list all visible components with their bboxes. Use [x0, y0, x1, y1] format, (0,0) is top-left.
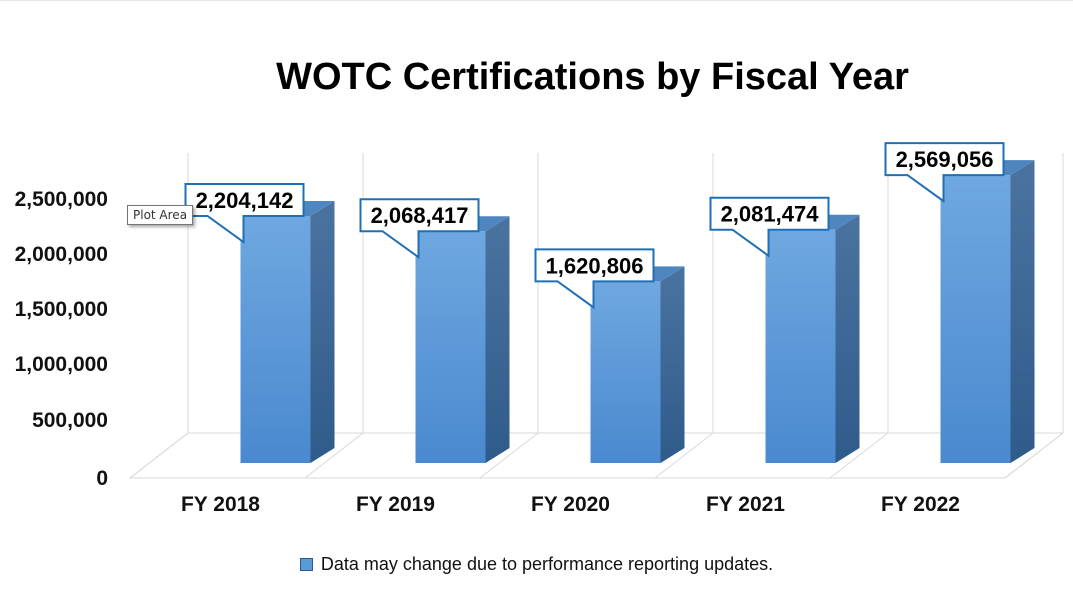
data-label-3: 1,620,806 — [546, 253, 644, 278]
data-label-5: 2,569,056 — [896, 147, 994, 172]
bar-side-5 — [1010, 160, 1035, 463]
floor-divider — [829, 432, 889, 479]
data-label-callout-3 — [534, 248, 655, 310]
bar-4[interactable] — [765, 229, 836, 463]
floor-divider — [479, 432, 539, 479]
bar-side-3 — [660, 266, 685, 463]
chart-title: WOTC Certifications by Fiscal Year — [276, 56, 909, 98]
x-tick-label: FY 2019 — [356, 493, 435, 516]
y-tick-label: 1,500,000 — [15, 298, 108, 321]
floor-divider — [654, 432, 714, 479]
bar-2[interactable] — [415, 231, 486, 463]
data-label-callout-5 — [884, 142, 1005, 204]
bar-side-4 — [835, 214, 860, 463]
y-tick-label: 1,000,000 — [15, 353, 108, 376]
x-tick-label: FY 2022 — [881, 493, 960, 516]
bar-side-1 — [310, 201, 335, 463]
bar-3[interactable] — [590, 281, 661, 463]
data-label-2: 2,068,417 — [371, 203, 469, 228]
floor-divider — [304, 432, 364, 479]
floor-divider — [129, 432, 189, 479]
x-tick-label: FY 2020 — [531, 493, 610, 516]
data-label-callout-4 — [709, 196, 830, 258]
legend-label: Data may change due to performance repor… — [320, 554, 774, 574]
y-tick-label: 0 — [96, 467, 108, 490]
plot-area-tooltip: Plot Area — [127, 205, 194, 225]
bar-side-2 — [485, 216, 510, 463]
floor-divider — [1004, 432, 1064, 479]
data-label-4: 2,081,474 — [721, 202, 820, 227]
y-tick-label: 500,000 — [32, 409, 108, 432]
data-label-1: 2,204,142 — [196, 188, 294, 213]
data-label-callout-2 — [359, 198, 480, 260]
legend-swatch — [299, 558, 313, 571]
x-tick-label: FY 2021 — [706, 493, 785, 516]
y-tick-label: 2,500,000 — [15, 188, 108, 211]
bar-5[interactable] — [940, 175, 1011, 463]
y-tick-label: 2,000,000 — [15, 243, 108, 266]
top-divider — [0, 0, 1073, 1]
x-tick-label: FY 2018 — [181, 493, 260, 516]
legend[interactable]: Data may change due to performance repor… — [0, 554, 1073, 575]
bar-1[interactable] — [240, 216, 311, 463]
